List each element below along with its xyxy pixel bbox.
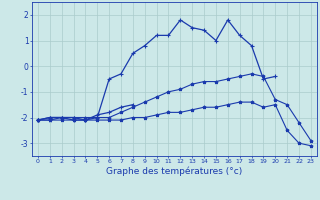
X-axis label: Graphe des températures (°c): Graphe des températures (°c)	[106, 167, 243, 176]
